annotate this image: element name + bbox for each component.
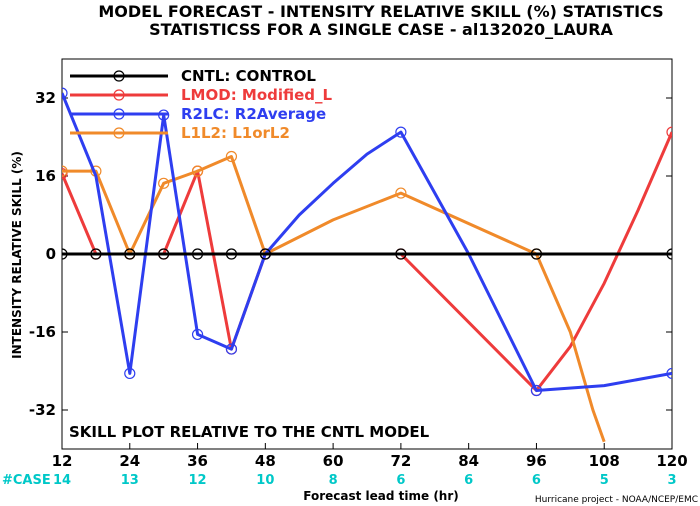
y-axis-ticks: 32 16 0 -16 -32 xyxy=(29,89,672,419)
series-0 xyxy=(62,248,672,260)
y-tick-label: 32 xyxy=(35,89,56,107)
series-marker xyxy=(530,248,543,260)
series-marker xyxy=(225,248,238,260)
series-marker xyxy=(666,367,672,380)
x-tick-label: 108 xyxy=(589,452,620,470)
case-count: 6 xyxy=(396,473,405,488)
case-count: 6 xyxy=(464,473,473,488)
legend-swatch-marker xyxy=(113,89,125,101)
series-marker xyxy=(191,328,204,341)
series-marker xyxy=(191,248,204,260)
series-marker xyxy=(124,367,136,380)
x-tick-label: 60 xyxy=(323,452,344,470)
legend-label: L1L2: L1orL2 xyxy=(181,124,290,142)
series-marker xyxy=(191,165,204,177)
series-line xyxy=(62,131,672,392)
x-axis-label: Forecast lead time (hr) xyxy=(303,489,459,503)
series-marker xyxy=(395,248,407,260)
x-tick-label: 72 xyxy=(390,452,411,470)
legend-label: LMOD: Modified_L xyxy=(181,86,333,104)
x-tick-label: 48 xyxy=(255,452,276,470)
case-count: 14 xyxy=(53,473,71,488)
series-marker xyxy=(62,87,68,99)
series-marker xyxy=(62,248,68,260)
series-marker xyxy=(259,248,271,260)
case-count: 5 xyxy=(600,473,609,488)
x-tick-label: 36 xyxy=(187,452,208,470)
series-2 xyxy=(62,87,672,397)
series-marker xyxy=(395,126,407,138)
series-marker xyxy=(666,248,672,260)
credit-text: Hurricane project - NOAA/NCEP/EMC xyxy=(535,495,698,505)
series-marker xyxy=(124,248,136,260)
y-tick-label: 0 xyxy=(46,245,56,263)
series-marker xyxy=(666,126,672,138)
series-marker xyxy=(62,165,68,177)
series-layer xyxy=(62,87,672,443)
case-count: 6 xyxy=(532,473,541,488)
x-axis-ticks: 12 24 36 48 60 72 84 96 108 120 xyxy=(52,443,688,470)
case-counts: 14 13 12 10 8 6 6 6 5 3 xyxy=(53,473,677,488)
x-tick-label: 12 xyxy=(52,452,73,470)
case-label: #CASE xyxy=(2,473,51,488)
case-count: 10 xyxy=(256,473,274,488)
series-marker xyxy=(158,177,170,189)
y-tick-label: -32 xyxy=(29,401,56,419)
legend-label: R2LC: R2Average xyxy=(181,105,326,123)
series-line xyxy=(62,92,672,392)
y-tick-label: 16 xyxy=(35,167,56,185)
x-tick-label: 24 xyxy=(119,452,140,470)
series-marker xyxy=(530,384,543,397)
case-count: 8 xyxy=(329,473,338,488)
series-marker xyxy=(158,248,170,260)
series-marker xyxy=(225,150,238,163)
y-axis-label: INTENSITY RELATIVE SKILL (%) xyxy=(10,151,24,359)
chart-title: MODEL FORECAST - INTENSITY RELATIVE SKIL… xyxy=(98,2,663,21)
case-count: 12 xyxy=(189,473,207,488)
y-tick-label: -16 xyxy=(29,323,56,341)
series-marker xyxy=(395,187,407,199)
x-tick-label: 96 xyxy=(526,452,547,470)
x-tick-label: 120 xyxy=(656,452,687,470)
legend-swatch-marker xyxy=(113,108,125,120)
series-marker xyxy=(90,248,102,260)
chart-subtitle: STATISTICSS FOR A SINGLE CASE - al132020… xyxy=(149,20,613,39)
series-1 xyxy=(62,126,672,397)
legend-label: CNTL: CONTROL xyxy=(181,67,316,85)
legend-swatch-marker xyxy=(113,70,125,82)
legend-swatch-marker xyxy=(113,127,125,139)
series-marker xyxy=(225,343,238,355)
case-count: 3 xyxy=(667,473,676,488)
x-tick-label: 84 xyxy=(458,452,479,470)
series-line xyxy=(62,155,606,443)
skill-annotation: SKILL PLOT RELATIVE TO THE CNTL MODEL xyxy=(69,423,430,441)
case-count: 13 xyxy=(121,473,139,488)
